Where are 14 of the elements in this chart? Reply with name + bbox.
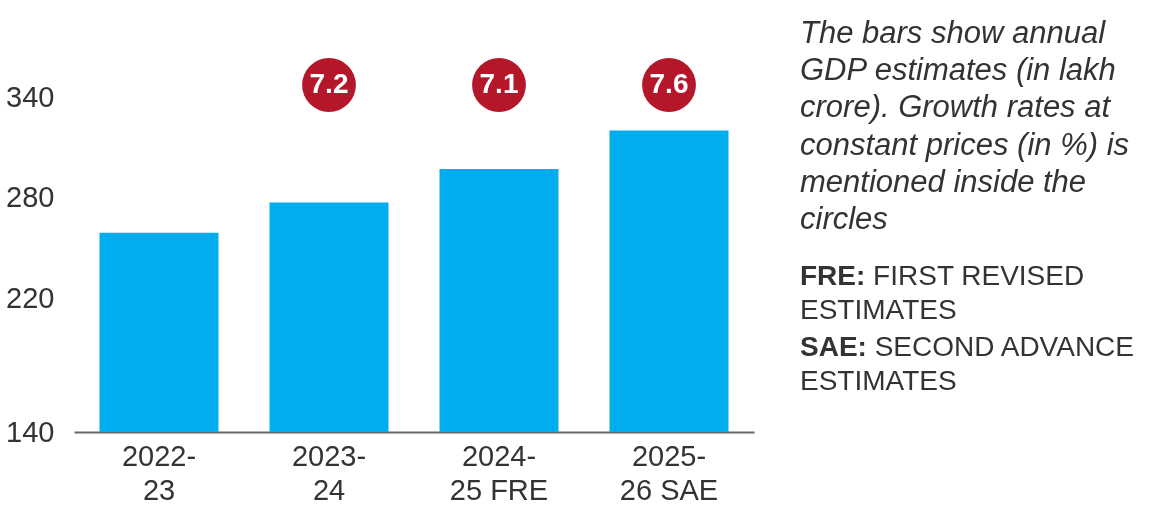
x-tick-label: 2022-23	[121, 439, 197, 506]
annotation: 7.1	[479, 68, 519, 99]
annotation: 7.2	[309, 68, 349, 99]
x-tick-label: 2024-25 FRE	[449, 439, 549, 506]
text: SAE: SECOND ADVANCE ESTIMATES	[800, 330, 1135, 398]
y-tick-label: 280	[6, 181, 55, 213]
y-tick-label: 340	[6, 80, 55, 113]
x-tick-label: 2023-24	[291, 439, 367, 506]
text: The bars show annual GDP estimates (in lakh crore). Growth rates at constant prices (in %) is mentioned inside the circles	[800, 14, 1131, 238]
y-tick-label: 220	[6, 281, 55, 314]
text: FRE: FIRST REVISED ESTIMATES	[800, 259, 1086, 327]
x-tick-label: 2025-26 SAE	[619, 439, 719, 506]
annotation: 7.6	[649, 68, 689, 99]
y-tick-label: 140	[6, 415, 55, 448]
